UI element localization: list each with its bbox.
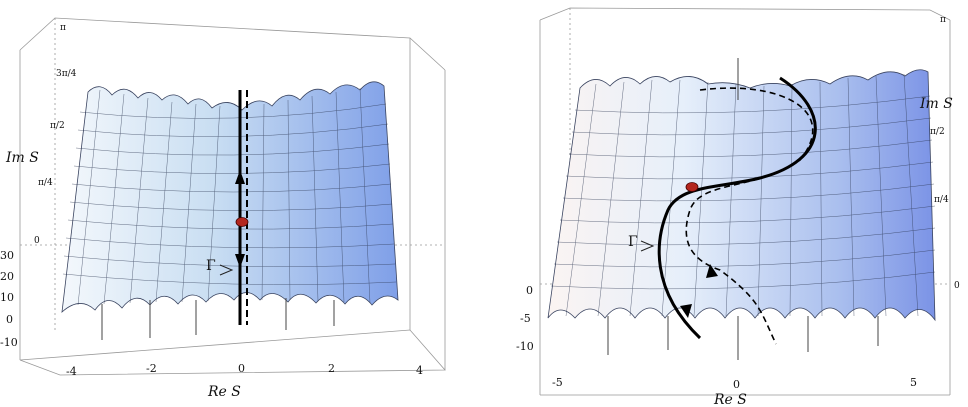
right-x-ticks: -5 0 5 bbox=[552, 376, 917, 391]
right-saddle-point bbox=[685, 182, 699, 192]
tick-label: π bbox=[940, 15, 946, 25]
right-im-ticks: π π/2 π/4 0 bbox=[930, 15, 960, 291]
left-z-ticks: 30 20 10 0 -10 bbox=[0, 249, 18, 349]
tick-label: 0 bbox=[6, 313, 13, 326]
tick-label: 20 bbox=[0, 270, 14, 283]
tick-label: -4 bbox=[66, 365, 77, 378]
right-panel: Γ Im S Re S -5 0 5 0 -5 -10 π π/2 π/4 0 bbox=[516, 7, 960, 407]
left-x-ticks: -4 -2 0 2 4 bbox=[66, 362, 423, 378]
right-z-ticks: 0 -5 -10 bbox=[516, 284, 534, 353]
tick-label: 5 bbox=[910, 376, 917, 389]
right-im-axis-label: Im S bbox=[919, 96, 953, 112]
right-re-axis-label: Re S bbox=[713, 392, 747, 407]
right-contour-label: Γ bbox=[628, 234, 638, 250]
tick-label: -5 bbox=[552, 376, 563, 389]
tick-label: -10 bbox=[516, 340, 534, 353]
left-im-ticks: π 3π/4 π/2 π/4 0 bbox=[34, 23, 77, 246]
tick-label: π bbox=[60, 23, 66, 33]
left-contour-label: Γ bbox=[206, 258, 216, 274]
tick-label: 0 bbox=[954, 281, 960, 291]
tick-label: 3π/4 bbox=[56, 69, 77, 79]
tick-label: 0 bbox=[733, 378, 740, 391]
left-arrow-up bbox=[235, 170, 245, 184]
right-contour-dashed bbox=[685, 87, 814, 345]
tick-label: π/2 bbox=[930, 127, 945, 137]
right-arrow-down bbox=[680, 304, 692, 318]
left-saddle-point bbox=[235, 217, 249, 227]
left-re-axis-label: Re S bbox=[207, 384, 241, 400]
tick-label: 0 bbox=[238, 362, 245, 375]
left-surface bbox=[61, 81, 399, 313]
right-spikes bbox=[607, 58, 879, 360]
left-panel: Γ Im S Re S -4 -2 0 2 4 30 20 10 0 -10 π… bbox=[0, 17, 446, 400]
tick-label: π/4 bbox=[934, 195, 949, 205]
tick-label: 30 bbox=[0, 249, 14, 262]
left-spikes bbox=[101, 298, 335, 340]
tick-label: -5 bbox=[520, 312, 531, 325]
left-im-axis-label: Im S bbox=[5, 150, 39, 166]
left-contour-pointer bbox=[219, 264, 234, 276]
right-mesh bbox=[550, 73, 936, 317]
tick-label: 0 bbox=[526, 284, 533, 297]
left-arrow-down bbox=[235, 254, 245, 268]
tick-label: -2 bbox=[146, 362, 157, 375]
right-contour-pointer bbox=[640, 240, 655, 252]
tick-label: π/4 bbox=[38, 178, 53, 188]
tick-label: -10 bbox=[0, 336, 18, 349]
left-mesh bbox=[62, 87, 397, 306]
tick-label: 2 bbox=[328, 362, 335, 375]
right-surface bbox=[547, 69, 936, 322]
tick-label: 0 bbox=[34, 236, 40, 246]
tick-label: π/2 bbox=[50, 121, 65, 131]
tick-label: 4 bbox=[416, 364, 423, 377]
right-contour-solid bbox=[657, 76, 817, 340]
tick-label: 10 bbox=[0, 291, 14, 304]
right-arrow-up bbox=[706, 264, 718, 278]
